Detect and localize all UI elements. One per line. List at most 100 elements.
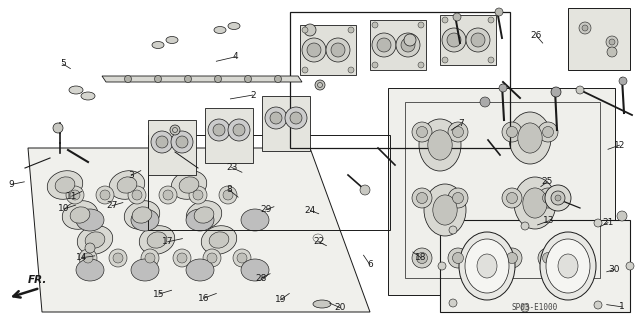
Ellipse shape [509, 112, 551, 164]
Circle shape [141, 249, 159, 267]
Circle shape [109, 249, 127, 267]
Circle shape [171, 131, 193, 153]
Ellipse shape [179, 177, 199, 193]
Circle shape [70, 190, 80, 200]
Ellipse shape [214, 26, 226, 33]
Circle shape [545, 185, 571, 211]
Ellipse shape [166, 36, 178, 43]
Text: 5: 5 [60, 59, 65, 68]
Ellipse shape [124, 201, 160, 229]
Ellipse shape [117, 177, 137, 193]
Circle shape [304, 24, 316, 36]
Text: 1: 1 [620, 302, 625, 311]
Circle shape [506, 192, 518, 204]
Ellipse shape [209, 232, 229, 248]
Circle shape [606, 36, 618, 48]
Circle shape [219, 186, 237, 204]
Ellipse shape [152, 41, 164, 48]
Circle shape [417, 127, 428, 137]
Circle shape [223, 190, 233, 200]
Circle shape [417, 253, 428, 263]
Text: 29: 29 [260, 205, 271, 214]
Circle shape [538, 122, 558, 142]
Ellipse shape [424, 184, 466, 236]
Circle shape [521, 304, 529, 312]
Text: 3: 3 [129, 171, 134, 180]
Circle shape [448, 188, 468, 208]
Circle shape [203, 249, 221, 267]
Text: SP03-E1000: SP03-E1000 [512, 303, 558, 313]
Circle shape [417, 192, 428, 204]
Text: 20: 20 [335, 303, 346, 312]
Circle shape [453, 13, 461, 21]
Ellipse shape [419, 119, 461, 171]
Circle shape [372, 33, 396, 57]
Ellipse shape [201, 226, 237, 254]
Text: 10: 10 [58, 204, 70, 213]
Polygon shape [262, 96, 310, 151]
Circle shape [594, 301, 602, 309]
Circle shape [538, 188, 558, 208]
Circle shape [125, 76, 131, 83]
Ellipse shape [194, 207, 214, 223]
Ellipse shape [172, 171, 207, 199]
Ellipse shape [477, 254, 497, 278]
Text: 21: 21 [602, 218, 614, 227]
Text: 8: 8 [227, 185, 232, 194]
Text: FR.: FR. [28, 275, 47, 285]
Text: 30: 30 [609, 265, 620, 274]
Circle shape [270, 112, 282, 124]
Circle shape [471, 33, 485, 47]
Circle shape [626, 262, 634, 270]
Polygon shape [28, 148, 370, 312]
Circle shape [543, 192, 554, 204]
Ellipse shape [433, 195, 457, 225]
Circle shape [348, 27, 354, 33]
Circle shape [452, 127, 463, 137]
Circle shape [449, 226, 457, 234]
Polygon shape [205, 108, 253, 163]
Text: 28: 28 [255, 274, 267, 283]
Circle shape [449, 299, 457, 307]
Circle shape [156, 136, 168, 148]
Circle shape [275, 76, 282, 83]
Ellipse shape [55, 177, 75, 193]
Text: 2: 2 [250, 91, 255, 100]
Ellipse shape [186, 259, 214, 281]
Text: 9: 9 [9, 180, 14, 189]
Circle shape [83, 253, 93, 263]
Ellipse shape [109, 171, 145, 199]
Circle shape [594, 219, 602, 227]
Circle shape [442, 17, 448, 23]
Circle shape [404, 34, 416, 46]
Circle shape [151, 131, 173, 153]
Text: 12: 12 [614, 141, 625, 150]
Circle shape [302, 27, 308, 33]
Polygon shape [440, 220, 630, 312]
Text: 13: 13 [543, 216, 555, 225]
Circle shape [480, 97, 490, 107]
Circle shape [85, 243, 95, 253]
Ellipse shape [558, 254, 578, 278]
Circle shape [543, 253, 554, 263]
Circle shape [290, 112, 302, 124]
Circle shape [159, 186, 177, 204]
Ellipse shape [77, 226, 113, 254]
Polygon shape [300, 25, 356, 75]
Ellipse shape [76, 259, 104, 281]
Text: 18: 18 [415, 253, 427, 262]
Circle shape [285, 107, 307, 129]
Text: 26: 26 [531, 31, 542, 40]
Circle shape [488, 17, 494, 23]
Circle shape [543, 127, 554, 137]
Circle shape [488, 57, 494, 63]
Circle shape [452, 253, 463, 263]
Ellipse shape [518, 123, 542, 153]
Circle shape [132, 190, 142, 200]
Circle shape [495, 8, 503, 16]
Circle shape [302, 38, 326, 62]
Circle shape [438, 262, 446, 270]
Circle shape [377, 38, 391, 52]
Ellipse shape [546, 239, 590, 293]
Circle shape [396, 33, 420, 57]
